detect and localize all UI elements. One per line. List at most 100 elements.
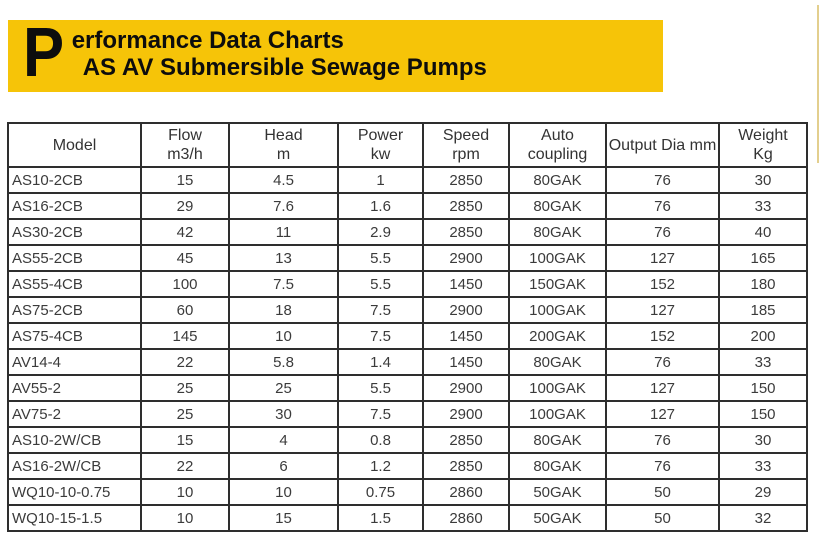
column-header-unit: m [276, 146, 291, 163]
column-header-speed: Speed rpm [422, 122, 510, 168]
cell-head: 4 [228, 426, 339, 454]
cell-head: 15 [228, 504, 339, 532]
cell-head: 4.5 [228, 166, 339, 194]
cell-output-dia: 76 [605, 348, 720, 376]
table-row: AV55-2 25 25 5.5 2900 100GAK 127 150 [7, 374, 808, 402]
cell-flow: 15 [140, 426, 230, 454]
cell-output-dia: 127 [605, 374, 720, 402]
column-header-output-dia: Output Dia mm [605, 122, 720, 168]
cell-speed: 2850 [422, 218, 510, 246]
cell-head: 6 [228, 452, 339, 480]
cell-power: 1 [337, 166, 424, 194]
table-row: AS55-2CB 45 13 5.5 2900 100GAK 127 165 [7, 244, 808, 272]
cell-speed: 2900 [422, 400, 510, 428]
page-edge-line [817, 5, 819, 163]
cell-auto-coupling: 80GAK [508, 348, 607, 376]
column-header-unit: coupling [527, 146, 588, 163]
cell-weight: 29 [718, 478, 808, 506]
cell-model: AS16-2CB [7, 192, 142, 220]
cell-flow: 29 [140, 192, 230, 220]
cell-speed: 2900 [422, 296, 510, 324]
page-title: erformance Data Charts [71, 27, 344, 54]
cell-weight: 200 [718, 322, 808, 350]
cell-output-dia: 76 [605, 426, 720, 454]
cell-auto-coupling: 80GAK [508, 426, 607, 454]
cell-model: AV55-2 [7, 374, 142, 402]
table-row: AS16-2W/CB 22 6 1.2 2850 80GAK 76 33 [7, 452, 808, 480]
cell-weight: 40 [718, 218, 808, 246]
table-row: AS55-4CB 100 7.5 5.5 1450 150GAK 152 180 [7, 270, 808, 298]
cell-speed: 1450 [422, 348, 510, 376]
cell-auto-coupling: 100GAK [508, 296, 607, 324]
cell-weight: 150 [718, 400, 808, 428]
cell-flow: 45 [140, 244, 230, 272]
cell-flow: 60 [140, 296, 230, 324]
cell-speed: 2850 [422, 452, 510, 480]
cell-weight: 180 [718, 270, 808, 298]
cell-power: 1.2 [337, 452, 424, 480]
cell-head: 10 [228, 322, 339, 350]
cell-power: 2.9 [337, 218, 424, 246]
column-header-label: Power [357, 127, 404, 144]
cell-model: AV14-4 [7, 348, 142, 376]
cell-weight: 32 [718, 504, 808, 532]
cell-power: 5.5 [337, 270, 424, 298]
cell-model: AS16-2W/CB [7, 452, 142, 480]
cell-flow: 15 [140, 166, 230, 194]
cell-weight: 30 [718, 426, 808, 454]
cell-power: 1.6 [337, 192, 424, 220]
cell-auto-coupling: 80GAK [508, 452, 607, 480]
cell-output-dia: 152 [605, 322, 720, 350]
cell-speed: 2900 [422, 374, 510, 402]
cell-flow: 100 [140, 270, 230, 298]
cell-weight: 33 [718, 192, 808, 220]
drop-cap-letter: P [22, 13, 64, 91]
cell-output-dia: 76 [605, 192, 720, 220]
performance-table: Model Flow m3/h Head m Power kw Speed [7, 122, 808, 532]
cell-output-dia: 76 [605, 218, 720, 246]
cell-power: 7.5 [337, 400, 424, 428]
cell-head: 25 [228, 374, 339, 402]
cell-output-dia: 50 [605, 478, 720, 506]
cell-power: 0.8 [337, 426, 424, 454]
cell-power: 5.5 [337, 374, 424, 402]
cell-weight: 185 [718, 296, 808, 324]
cell-flow: 25 [140, 400, 230, 428]
column-header-label: Speed [442, 127, 490, 144]
table-header: Model Flow m3/h Head m Power kw Speed [7, 122, 808, 168]
cell-speed: 2900 [422, 244, 510, 272]
cell-auto-coupling: 100GAK [508, 400, 607, 428]
cell-output-dia: 76 [605, 166, 720, 194]
title-block: erformance Data Charts AS AV Submersible… [72, 20, 487, 81]
table-body: AS10-2CB 15 4.5 1 2850 80GAK 76 30 AS16-… [7, 166, 808, 532]
table-row: AS75-2CB 60 18 7.5 2900 100GAK 127 185 [7, 296, 808, 324]
cell-speed: 2850 [422, 426, 510, 454]
cell-flow: 10 [140, 504, 230, 532]
cell-power: 0.75 [337, 478, 424, 506]
cell-flow: 25 [140, 374, 230, 402]
cell-head: 5.8 [228, 348, 339, 376]
column-header-label: Weight [738, 127, 788, 144]
table-row: AV75-2 25 30 7.5 2900 100GAK 127 150 [7, 400, 808, 428]
column-header-label: Output Dia mm [608, 136, 717, 154]
cell-speed: 2860 [422, 478, 510, 506]
header-banner: P erformance Data Charts AS AV Submersib… [8, 13, 663, 92]
cell-flow: 145 [140, 322, 230, 350]
column-header-label: Head [264, 127, 303, 144]
cell-auto-coupling: 80GAK [508, 218, 607, 246]
table-row: WQ10-15-1.5 10 15 1.5 2860 50GAK 50 32 [7, 504, 808, 532]
column-header-label: Model [52, 136, 97, 154]
cell-auto-coupling: 100GAK [508, 244, 607, 272]
cell-model: AS75-2CB [7, 296, 142, 324]
cell-speed: 2860 [422, 504, 510, 532]
table-row: AS16-2CB 29 7.6 1.6 2850 80GAK 76 33 [7, 192, 808, 220]
cell-output-dia: 127 [605, 244, 720, 272]
cell-model: AS10-2W/CB [7, 426, 142, 454]
cell-flow: 22 [140, 348, 230, 376]
page-subtitle: AS AV Submersible Sewage Pumps [82, 54, 487, 81]
cell-output-dia: 152 [605, 270, 720, 298]
column-header-power: Power kw [337, 122, 424, 168]
cell-model: AS10-2CB [7, 166, 142, 194]
cell-model: AS75-4CB [7, 322, 142, 350]
